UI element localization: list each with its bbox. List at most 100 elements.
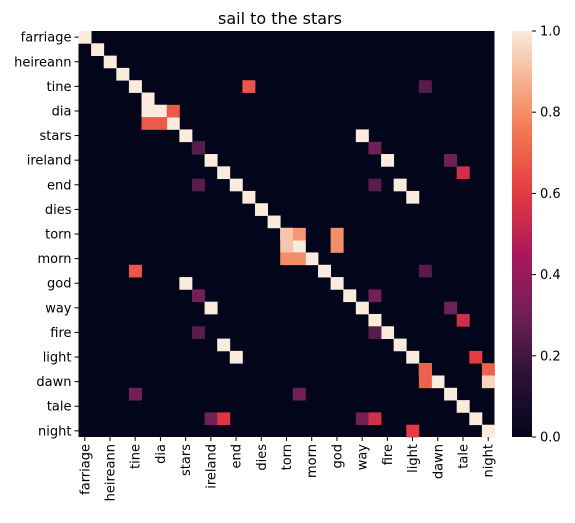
- x-tick-label: heireann: [104, 444, 119, 501]
- heatmap-cell-diagonal: [393, 338, 407, 352]
- heatmap-cell-diagonal: [330, 277, 344, 290]
- heatmap-cell-diagonal: [355, 301, 369, 315]
- heatmap-cell: [444, 301, 458, 315]
- heatmap-cell-diagonal: [456, 400, 470, 413]
- heatmap-cell: [217, 338, 231, 352]
- heatmap-cell-diagonal: [166, 117, 180, 130]
- heatmap-cell: [292, 387, 306, 401]
- heatmap-cell: [368, 289, 382, 303]
- heatmap-cell: [229, 350, 243, 364]
- heatmap-cell-diagonal: [267, 215, 281, 229]
- heatmap-cell: [191, 326, 205, 339]
- y-tick-label: tale: [47, 400, 72, 415]
- heatmap-cell: [217, 412, 231, 426]
- heatmap-cell: [418, 80, 432, 93]
- heatmap-cell: [355, 129, 369, 143]
- y-tick-label: end: [47, 178, 72, 193]
- y-tick-label: dia: [52, 104, 72, 119]
- heatmap-cell: [418, 264, 432, 278]
- x-tick-label: dawn: [431, 444, 446, 479]
- heatmap-cell-diagonal: [318, 264, 332, 278]
- y-tick-label: morn: [38, 252, 72, 267]
- x-tick-label: dies: [255, 444, 270, 471]
- heatmap-cell-diagonal: [444, 387, 458, 401]
- heatmap-cells: [78, 31, 495, 438]
- heatmap-cell-diagonal: [254, 203, 268, 216]
- y-tick-label: god: [47, 277, 71, 292]
- colorbar-tick-label: 0.2: [540, 349, 561, 364]
- x-tick-label: torn: [280, 444, 295, 470]
- heatmap-cell: [330, 240, 344, 253]
- heatmap-cell: [191, 289, 205, 303]
- heatmap-cell: [469, 350, 483, 364]
- heatmap-cell: [355, 412, 369, 426]
- x-tick-label: night: [482, 444, 497, 477]
- heatmap-cell-diagonal: [179, 129, 193, 143]
- heatmap-cell: [141, 117, 155, 130]
- heatmap-cell-diagonal: [229, 178, 243, 192]
- x-tick-label: farriage: [78, 444, 93, 495]
- heatmap-cell: [292, 252, 306, 266]
- y-tick-label: dawn: [36, 375, 71, 390]
- x-tick-label: stars: [179, 444, 194, 476]
- heatmap-cell: [456, 313, 470, 327]
- heatmap-cell: [406, 424, 420, 438]
- x-tick-label: light: [406, 444, 421, 473]
- heatmap-cell: [292, 227, 306, 241]
- heatmap-cell: [179, 277, 193, 290]
- x-tick-label: god: [330, 444, 345, 468]
- x-tick-label: tale: [456, 444, 471, 469]
- heatmap-cell: [154, 117, 168, 130]
- heatmap-cell: [406, 190, 420, 204]
- colorbar-tick-label: 0.0: [540, 431, 561, 446]
- heatmap-cell-diagonal: [217, 166, 231, 180]
- colorbar-ticks: 0.0 0.2 0.4 0.6 0.8 1.0: [532, 25, 561, 446]
- x-tick-label: end: [230, 444, 245, 469]
- colorbar-tick-label: 0.4: [540, 268, 561, 283]
- heatmap-cell-diagonal: [116, 67, 130, 81]
- heatmap-cell-diagonal: [406, 350, 420, 364]
- heatmap-cell: [191, 141, 205, 155]
- x-tick-label: morn: [305, 444, 320, 478]
- heatmap-cell: [381, 154, 395, 167]
- heatmap-cell: [418, 363, 432, 376]
- y-tick-label: tine: [47, 80, 72, 95]
- heatmap-cell: [204, 412, 218, 426]
- heatmap-cell: [368, 326, 382, 339]
- x-axis-ticks: farriage heireann tine dia stars ireland end di…: [78, 437, 497, 501]
- heatmap-cell: [368, 412, 382, 426]
- heatmap-cell: [141, 104, 155, 118]
- heatmap-cell: [128, 387, 142, 401]
- heatmap-cell-diagonal: [91, 43, 105, 56]
- heatmap-cell: [368, 141, 382, 155]
- y-tick-label: way: [45, 301, 72, 316]
- heatmap-cell: [444, 154, 458, 167]
- heatmap-cell-diagonal: [141, 92, 155, 106]
- colorbar-tick-label: 1.0: [540, 25, 561, 40]
- colorbar-tick-label: 0.6: [540, 187, 561, 202]
- heatmap-cell: [456, 166, 470, 180]
- x-tick-label: tine: [129, 444, 144, 469]
- heatmap-cell-diagonal: [469, 412, 483, 426]
- heatmap-cell-diagonal: [128, 80, 142, 93]
- x-tick-label: ireland: [204, 444, 219, 489]
- heatmap-cell-diagonal: [292, 240, 306, 253]
- heatmap-cell: [204, 301, 218, 315]
- x-tick-label: dia: [154, 444, 169, 464]
- heatmap-cell-diagonal: [343, 289, 357, 303]
- heatmap-cell-diagonal: [78, 31, 92, 44]
- chart-title: sail to the stars: [218, 9, 342, 28]
- y-tick-label: farriage: [21, 31, 72, 46]
- heatmap-cell-diagonal: [431, 375, 445, 389]
- heatmap-cell: [481, 375, 495, 389]
- y-tick-label: heireann: [14, 55, 71, 70]
- heatmap-cell: [393, 178, 407, 192]
- heatmap-cell: [368, 178, 382, 192]
- heatmap-cell-diagonal: [103, 55, 117, 69]
- heatmap-cell: [280, 252, 294, 266]
- heatmap-cell-diagonal: [481, 424, 495, 438]
- colorbar: [512, 31, 532, 437]
- heatmap-cell: [280, 240, 294, 253]
